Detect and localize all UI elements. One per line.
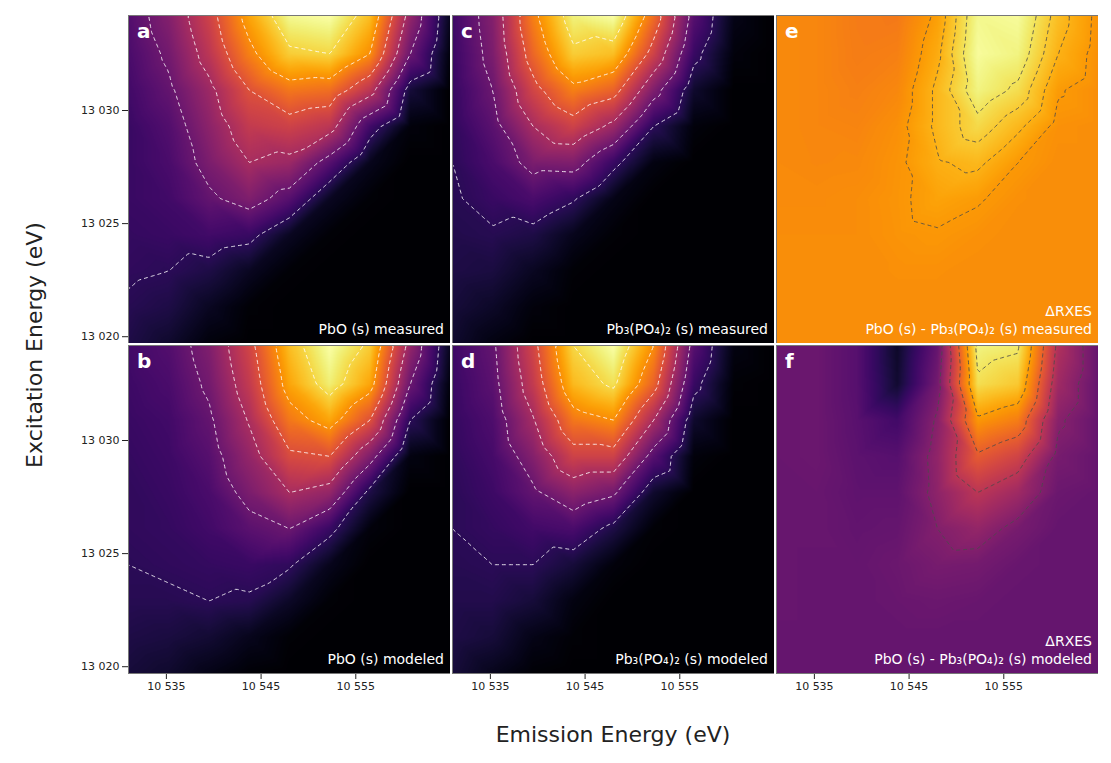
html-text:Pb₃(PO₄)₂ (s) modeled: Pb₃(PO₄)₂ (s) modeled [615,650,768,667]
svg-text:13 030: 13 030 [81,434,120,447]
html-text:ΔRXES: ΔRXES [1045,633,1092,649]
svg-text:10 555: 10 555 [337,680,376,693]
html-text:f: f [785,349,794,373]
svg-text:13 030: 13 030 [81,104,120,117]
svg-text:13 020: 13 020 [81,330,120,343]
svg-text:10 535: 10 535 [795,680,834,693]
svg-text:13 025: 13 025 [81,547,120,560]
html-text:b: b [137,349,152,373]
svg-text:10 545: 10 545 [566,680,605,693]
svg-text:10 545: 10 545 [890,680,929,693]
html-text:Pb₃(PO₄)₂ (s) measured: Pb₃(PO₄)₂ (s) measured [606,320,768,337]
svg-text:10 555: 10 555 [661,680,700,693]
html-text:PbO (s) - Pb₃(PO₄)₂ (s) modele: PbO (s) - Pb₃(PO₄)₂ (s) modeled [874,650,1092,667]
svg-text:13 020: 13 020 [81,660,120,673]
html-text:d: d [461,349,476,373]
html-text:Excitation Energy (eV): Excitation Energy (eV) [22,222,47,468]
html-text:a: a [137,19,151,43]
html-text:PbO (s) - Pb₃(PO₄)₂ (s) measur: PbO (s) - Pb₃(PO₄)₂ (s) measured [865,320,1092,337]
svg-text:10 555: 10 555 [985,680,1024,693]
svg-text:10 535: 10 535 [147,680,186,693]
svg-text:10 545: 10 545 [242,680,281,693]
html-text:PbO (s) modeled: PbO (s) modeled [327,650,444,667]
svg-text:10 535: 10 535 [471,680,510,693]
html-text:ΔRXES: ΔRXES [1045,303,1092,319]
html-text:c: c [461,19,473,43]
html-text:e: e [785,19,799,43]
html-text:Emission Energy (eV): Emission Energy (eV) [495,722,731,747]
html-text:PbO (s) measured: PbO (s) measured [318,320,444,337]
svg-text:13 025: 13 025 [81,217,120,230]
